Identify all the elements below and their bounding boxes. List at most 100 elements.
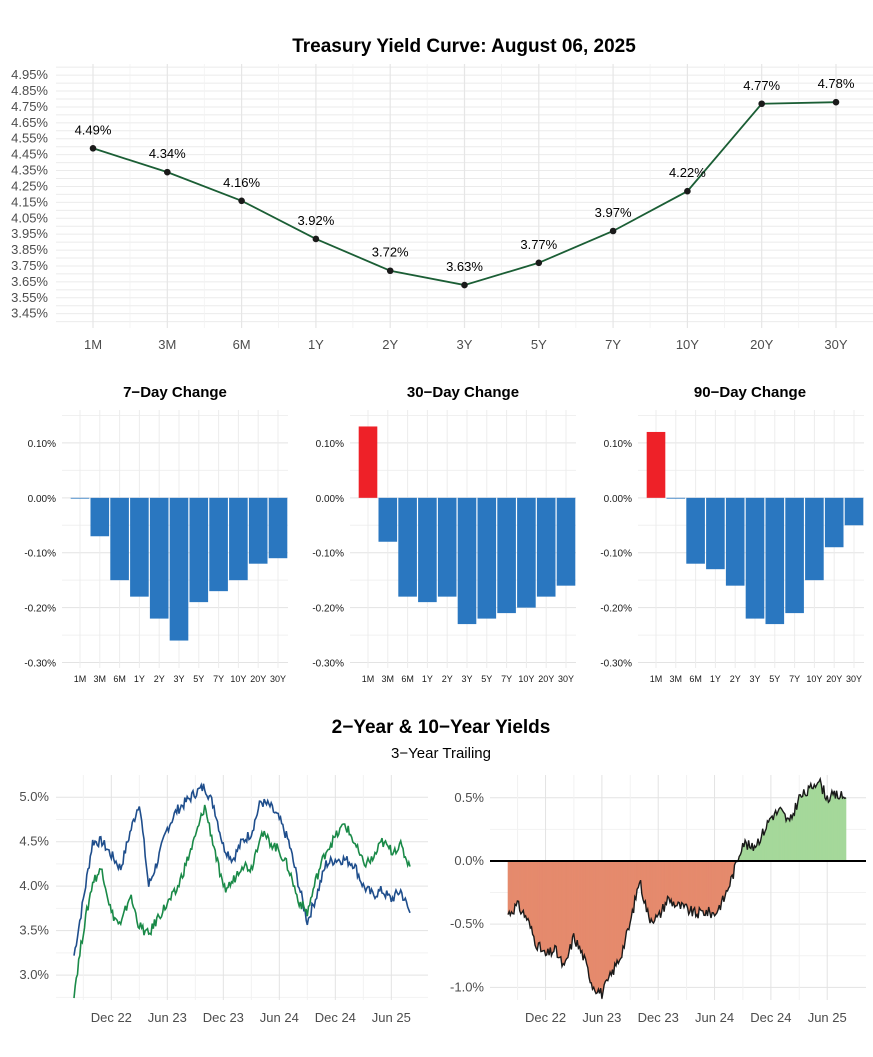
x-tick-label: 20Y: [750, 337, 773, 352]
change-bar: [706, 497, 725, 570]
x-tick-label: 1Y: [134, 674, 145, 684]
x-tick-label: 1Y: [308, 337, 324, 352]
y-tick-label: 0.10%: [604, 439, 632, 450]
change-bar: [189, 497, 209, 603]
y-tick-label: 0.10%: [316, 439, 344, 450]
spread-panel: Dec 22 Jun 23 Dec 23 Jun 24 Dec 24 Jun 25 -1.0…: [450, 775, 866, 1025]
change-bar: [805, 497, 824, 581]
yield-point: [89, 144, 97, 152]
yield-point: [164, 168, 171, 176]
x-tick-label: 3Y: [749, 674, 760, 684]
x-tick-label: 6M: [113, 674, 126, 684]
change-bar: [169, 497, 189, 641]
x-tick-label: Dec 24: [750, 1010, 791, 1025]
y-tick-label: -1.0%: [450, 979, 484, 994]
x-tick-label: 7Y: [605, 337, 621, 352]
change-bar: [686, 497, 705, 564]
x-tick-label: 3Y: [173, 674, 184, 684]
change-bar: [90, 497, 110, 537]
x-tick-label: 3M: [158, 337, 176, 352]
x-tick-label: 2Y: [154, 674, 165, 684]
change-bar: [824, 497, 844, 548]
yield-data-label: 3.63%: [446, 259, 483, 274]
y-tick-label: 4.5%: [19, 834, 49, 849]
x-tick-label: 3Y: [457, 337, 473, 352]
x-tick-label: 6M: [401, 674, 414, 684]
change-30d-title: 30−Day Change: [407, 384, 519, 401]
change-bar: [437, 497, 457, 597]
x-tick-label: 10Y: [806, 674, 822, 684]
y-tick-label: 3.65%: [11, 274, 48, 289]
change-bar: [268, 497, 288, 559]
yield-data-label: 4.34%: [149, 146, 186, 161]
change-90d-title: 90−Day Change: [694, 384, 806, 401]
y-tick-label: -0.30%: [24, 659, 56, 670]
y-tick-label: 4.0%: [19, 878, 49, 893]
y-tick-label: 4.45%: [11, 147, 48, 162]
y-tick-label: -0.10%: [312, 549, 344, 560]
change-bar: [785, 497, 804, 614]
yield-point: [238, 197, 245, 205]
yield-data-label: 4.22%: [669, 165, 706, 180]
x-tick-label: 20Y: [250, 674, 266, 684]
change-7d-panel: -0.30% -0.20% -0.10% 0.00% 0.10% 1M 3M 6M 1Y 2Y 3Y…: [24, 410, 288, 684]
change-bar: [844, 497, 864, 526]
y-tick-label: -0.30%: [312, 659, 344, 670]
x-tick-label: 10Y: [518, 674, 534, 684]
y-tick-label: -0.5%: [450, 916, 484, 931]
y-tick-label: 0.00%: [28, 494, 56, 505]
yields-history-panel: Dec 22 Jun 23 Dec 23 Jun 24 Dec 24 Jun 25 3.0%…: [19, 775, 428, 1025]
x-tick-label: Dec 24: [315, 1010, 356, 1025]
y-tick-label: 0.00%: [316, 494, 344, 505]
change-bar: [666, 497, 686, 499]
yield-point: [832, 98, 840, 106]
change-bar: [725, 497, 745, 586]
yield-point: [684, 187, 691, 195]
x-tick-label: 30Y: [270, 674, 286, 684]
x-tick-label: Jun 24: [695, 1010, 734, 1025]
change-30d-panel: -0.30% -0.20% -0.10% 0.00% 0.10% 1M 3M 6M 1Y 2Y 3Y…: [312, 410, 576, 684]
x-tick-label: 1Y: [710, 674, 721, 684]
y-tick-label: 0.5%: [454, 790, 484, 805]
x-tick-label: 10Y: [676, 337, 699, 352]
change-7d-title: 7−Day Change: [123, 384, 227, 401]
x-tick-label: Jun 25: [808, 1010, 847, 1025]
y-tick-label: 0.00%: [604, 494, 632, 505]
x-tick-label: 20Y: [826, 674, 842, 684]
x-tick-label: 1M: [362, 674, 375, 684]
y-tick-label: -0.30%: [600, 659, 632, 670]
y-tick-label: 4.35%: [11, 163, 48, 178]
y-tick-label: 3.0%: [19, 967, 49, 982]
change-bar: [765, 497, 785, 625]
change-bar: [229, 497, 248, 581]
yield-point: [609, 227, 617, 235]
y-tick-label: 0.0%: [454, 853, 484, 868]
y-tick-label: 4.15%: [11, 194, 48, 209]
x-tick-label: 30Y: [824, 337, 847, 352]
x-tick-label: 30Y: [558, 674, 574, 684]
yield-data-label: 4.78%: [818, 76, 855, 91]
x-tick-label: 5Y: [769, 674, 780, 684]
x-tick-label: 5Y: [481, 674, 492, 684]
change-bar: [745, 497, 765, 619]
spread-line: [507, 776, 847, 999]
x-tick-label: 1M: [650, 674, 663, 684]
x-tick-label: 3M: [94, 674, 107, 684]
yield-data-label: 4.77%: [743, 78, 780, 93]
x-tick-label: 2Y: [442, 674, 453, 684]
x-tick-label: 2Y: [730, 674, 741, 684]
x-tick-label: 2Y: [382, 337, 398, 352]
yield-point: [386, 267, 394, 275]
y-tick-label: -0.20%: [24, 604, 56, 615]
change-bar: [418, 497, 437, 603]
x-tick-label: Dec 22: [91, 1010, 132, 1025]
y-tick-label: 4.95%: [11, 67, 48, 82]
x-tick-label: 5Y: [193, 674, 204, 684]
y-tick-label: 4.55%: [11, 131, 48, 146]
x-tick-label: 20Y: [538, 674, 554, 684]
change-bar: [457, 497, 477, 625]
x-tick-label: 7Y: [789, 674, 800, 684]
yields-history-title: 2−Year & 10−Year Yields: [332, 717, 551, 738]
x-tick-label: 3Y: [461, 674, 472, 684]
